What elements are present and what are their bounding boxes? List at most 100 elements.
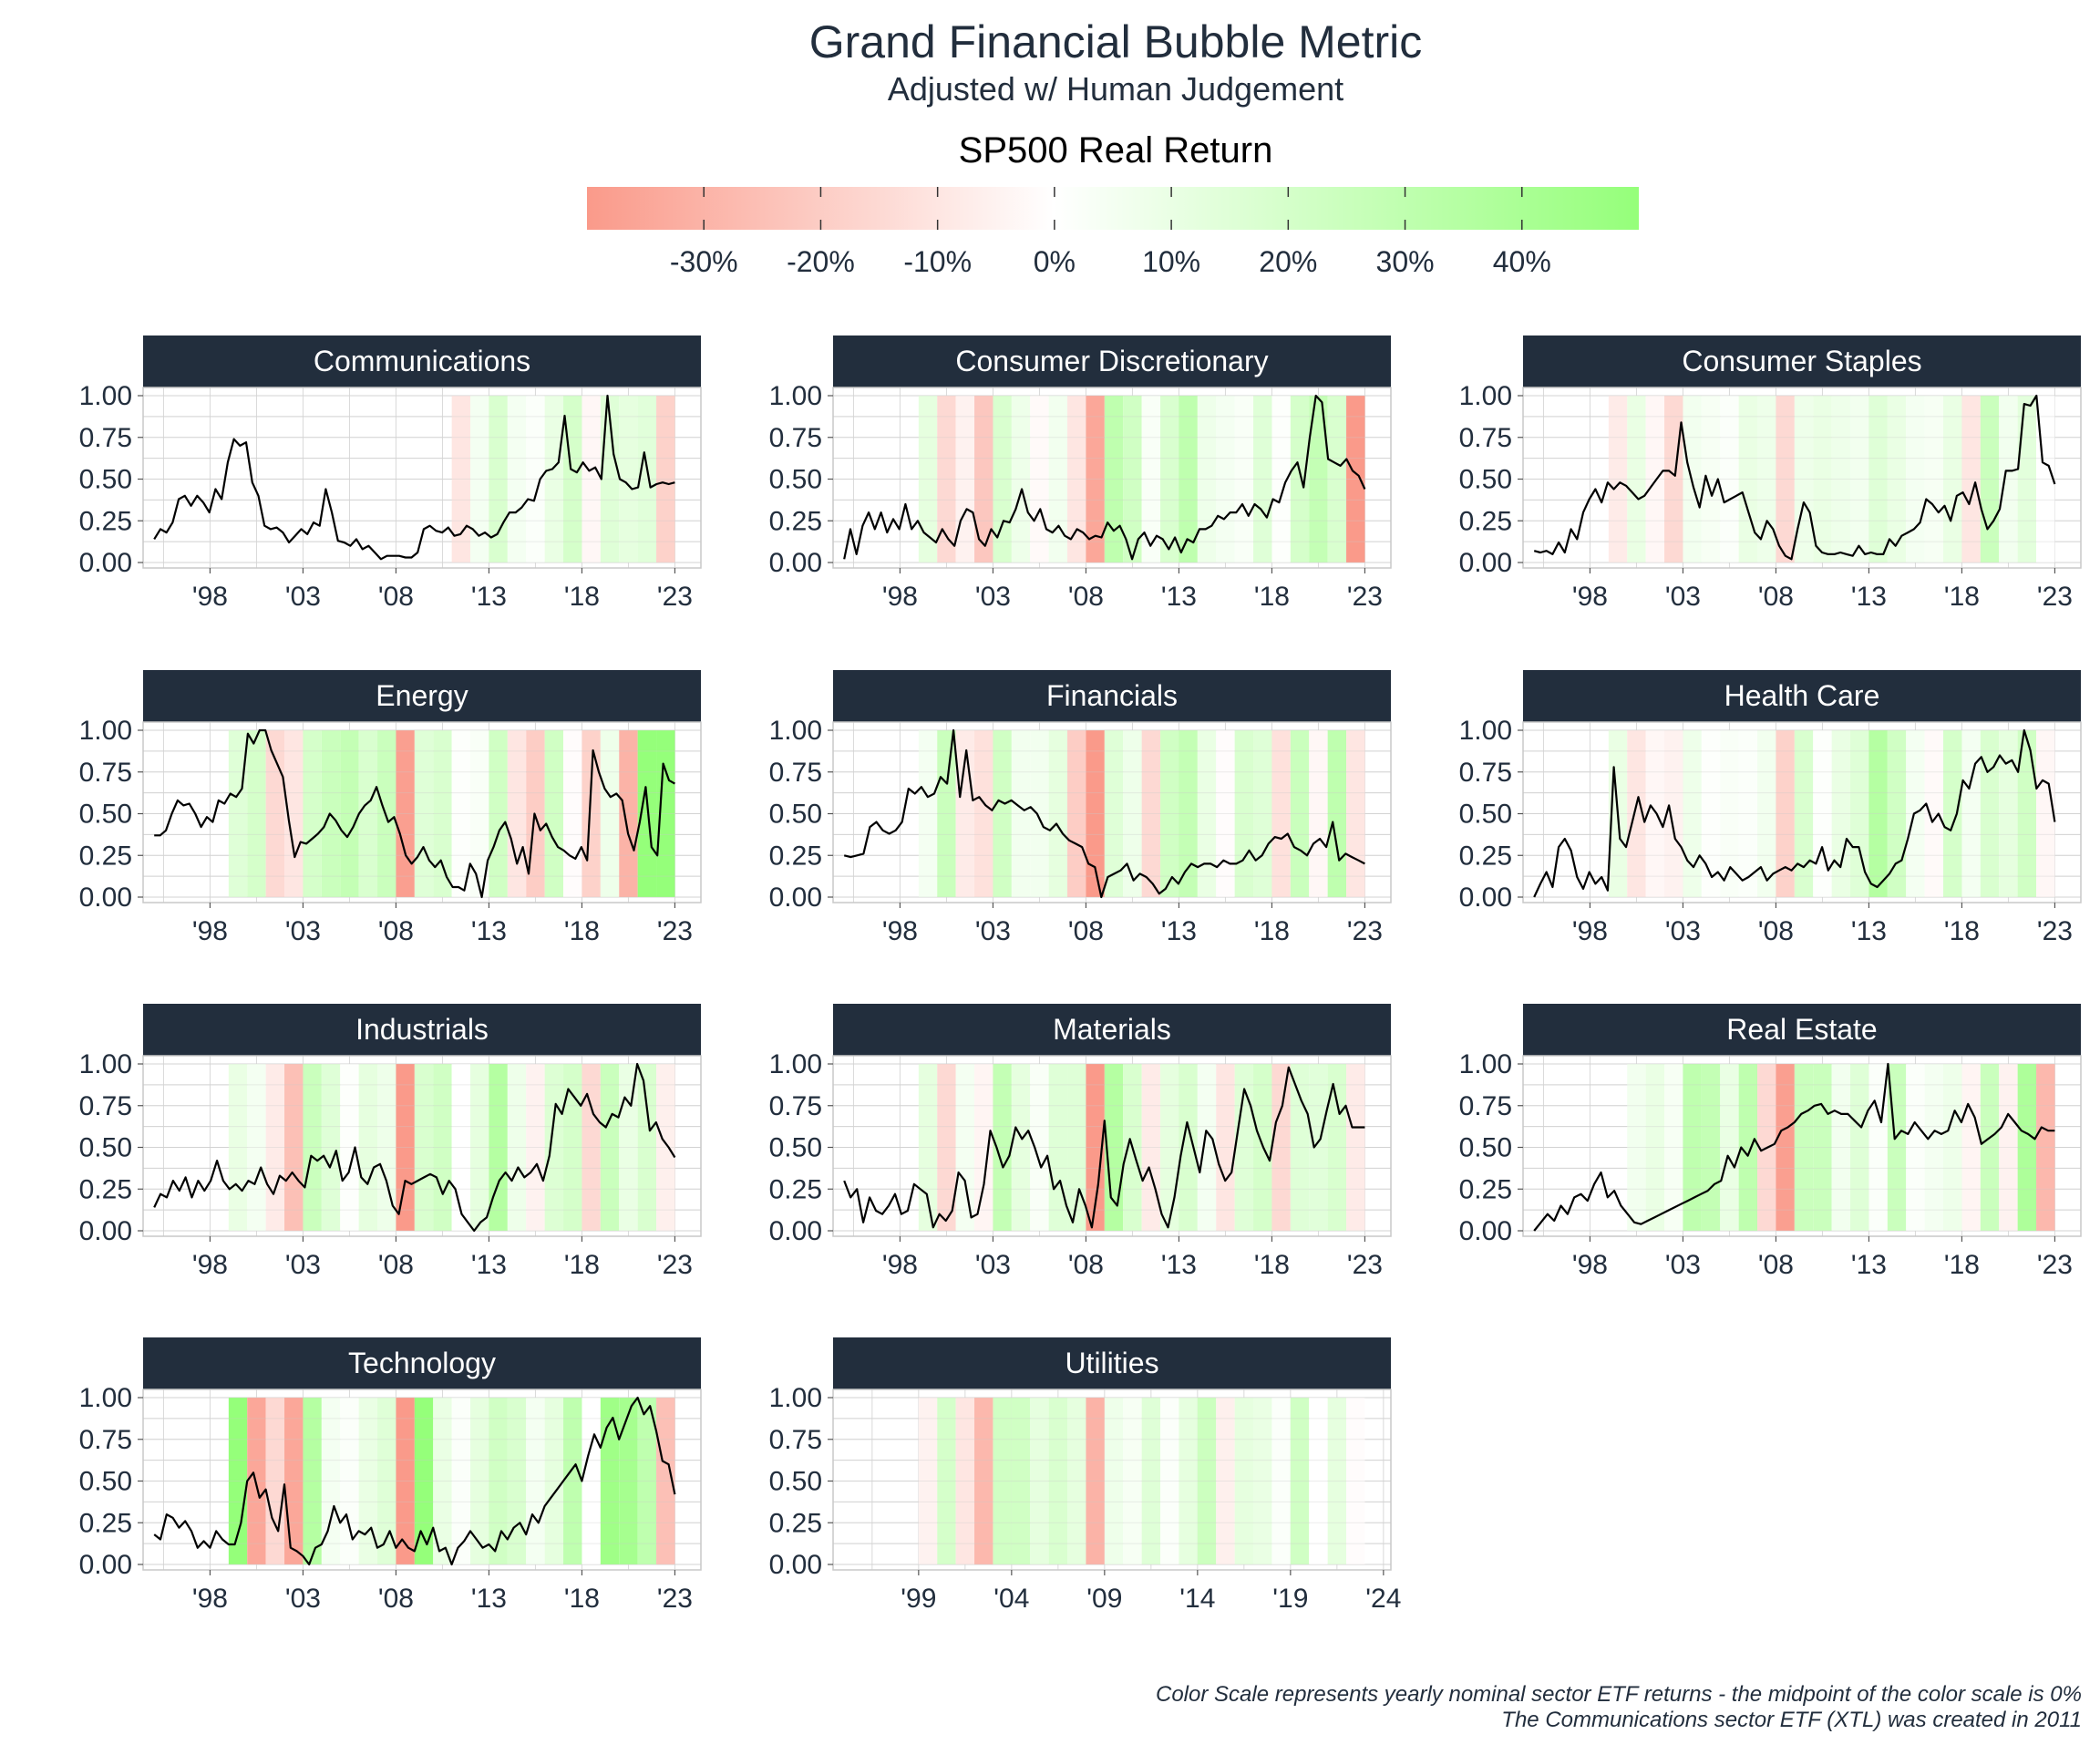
return-band xyxy=(600,1064,620,1231)
return-band xyxy=(1720,730,1739,897)
return-band xyxy=(937,730,956,897)
return-band xyxy=(396,730,415,897)
panel-utilities: Utilities 0.00 0.25 0.50 0.75 1.00 '99 '04 '09 '1… xyxy=(769,1337,1401,1614)
return-band xyxy=(1086,730,1105,897)
panel-health-care: Health Care 0.00 0.25 0.50 0.75 1.00 '98 '03 '08… xyxy=(1459,670,2082,946)
y-tick-label: 0.50 xyxy=(769,1467,822,1497)
panel-energy: Energy 0.00 0.25 0.50 0.75 1.00 '98 '03 '08 '13 '1… xyxy=(79,670,702,946)
return-band xyxy=(1160,1398,1179,1564)
panel-real-estate: Real Estate 0.00 0.25 0.50 0.75 1.00 '98 '03 '08… xyxy=(1459,1004,2082,1280)
return-band xyxy=(2036,730,2055,897)
return-band xyxy=(470,1398,489,1564)
y-tick-label: 0.25 xyxy=(79,1174,132,1204)
return-band xyxy=(1309,730,1328,897)
facet-strip xyxy=(833,336,1391,387)
x-tick-label: '98 xyxy=(1572,582,1608,612)
return-band xyxy=(582,396,601,563)
y-tick-label: 0.00 xyxy=(769,883,822,913)
x-tick-label: '23 xyxy=(1347,582,1383,612)
x-tick-label: '03 xyxy=(285,1584,321,1614)
x-tick-label: '98 xyxy=(1572,916,1608,946)
return-band xyxy=(600,730,620,897)
return-band xyxy=(451,396,471,563)
x-tick-label: '08 xyxy=(378,582,414,612)
x-tick-label: '23 xyxy=(1347,1250,1383,1280)
x-tick-label: '23 xyxy=(657,916,693,946)
x-tick-label: '13 xyxy=(471,1250,507,1280)
return-band xyxy=(303,730,322,897)
return-band xyxy=(526,396,545,563)
panel-border xyxy=(1522,387,2082,569)
x-tick-label: '03 xyxy=(975,582,1011,612)
x-tick-label: '03 xyxy=(975,916,1011,946)
bubble-metric-line xyxy=(1533,1062,2055,1232)
return-band xyxy=(955,1064,975,1231)
return-band xyxy=(1141,396,1161,563)
y-tick-label: 0.75 xyxy=(769,423,822,453)
x-tick-label: '98 xyxy=(882,916,918,946)
x-tick-label: '03 xyxy=(975,1250,1011,1280)
return-band xyxy=(321,1398,341,1564)
x-tick-label: '18 xyxy=(564,1250,600,1280)
y-tick-label: 0.75 xyxy=(769,758,822,788)
facet-strip-label: Energy xyxy=(376,679,468,712)
return-band xyxy=(1011,1398,1031,1564)
bubble-metric-line xyxy=(843,1066,1365,1229)
return-band xyxy=(1216,396,1235,563)
return-band xyxy=(1160,730,1179,897)
return-band xyxy=(247,1398,266,1564)
y-tick-label: 0.50 xyxy=(769,465,822,495)
return-band xyxy=(507,396,527,563)
facet-strip-label: Communications xyxy=(314,345,530,377)
return-band xyxy=(1627,1064,1646,1231)
return-band xyxy=(1253,1398,1272,1564)
caption-line-1: Color Scale represents yearly nominal se… xyxy=(1156,1682,2082,1707)
y-tick-label: 0.25 xyxy=(1459,1174,1512,1204)
panel-border xyxy=(832,721,1392,903)
return-band xyxy=(619,1064,638,1231)
return-band xyxy=(507,1064,527,1231)
y-tick-label: 0.75 xyxy=(769,1091,822,1121)
facet-strip xyxy=(143,670,701,722)
return-band xyxy=(1813,396,1832,563)
x-tick-label: '23 xyxy=(657,1584,693,1614)
x-tick-label: '08 xyxy=(1758,916,1794,946)
return-band xyxy=(1961,730,1981,897)
return-band xyxy=(1048,730,1068,897)
y-tick-label: 0.50 xyxy=(1459,1133,1512,1163)
y-tick-label: 0.75 xyxy=(79,1091,132,1121)
y-tick-label: 0.75 xyxy=(79,1425,132,1455)
y-tick-label: 0.00 xyxy=(79,1550,132,1580)
return-band xyxy=(1850,1064,1869,1231)
x-tick-label: '23 xyxy=(2037,916,2073,946)
return-band xyxy=(1234,1398,1254,1564)
return-band xyxy=(656,396,675,563)
return-band xyxy=(937,1398,956,1564)
return-band xyxy=(2036,1064,2055,1231)
bubble-metric-line xyxy=(1533,394,2056,561)
return-band xyxy=(1794,1064,1814,1231)
return-band xyxy=(396,1398,415,1564)
return-band xyxy=(619,730,638,897)
return-band xyxy=(637,730,657,897)
return-band xyxy=(470,396,489,563)
return-band xyxy=(1961,396,1981,563)
y-tick-label: 0.50 xyxy=(79,1133,132,1163)
return-band xyxy=(1048,396,1068,563)
x-tick-label: '98 xyxy=(192,582,228,612)
return-band xyxy=(1738,1064,1758,1231)
return-band xyxy=(918,1064,938,1231)
return-band xyxy=(1720,396,1739,563)
return-band xyxy=(1887,730,1907,897)
return-band xyxy=(489,1398,508,1564)
return-band xyxy=(1683,730,1702,897)
return-band xyxy=(656,1398,675,1564)
panel-communications: Communications 0.00 0.25 0.50 0.75 1.00 '98 '03… xyxy=(79,336,702,612)
y-tick-label: 0.25 xyxy=(1459,506,1512,536)
panel-consumer-discretionary: Consumer Discretionary 0.00 0.25 0.50 0.75 1.… xyxy=(769,336,1392,612)
return-band xyxy=(1906,1064,1925,1231)
return-band xyxy=(1831,1064,1851,1231)
x-tick-label: '14 xyxy=(1179,1584,1215,1614)
x-tick-label: '03 xyxy=(1665,1250,1701,1280)
return-band xyxy=(433,1398,452,1564)
